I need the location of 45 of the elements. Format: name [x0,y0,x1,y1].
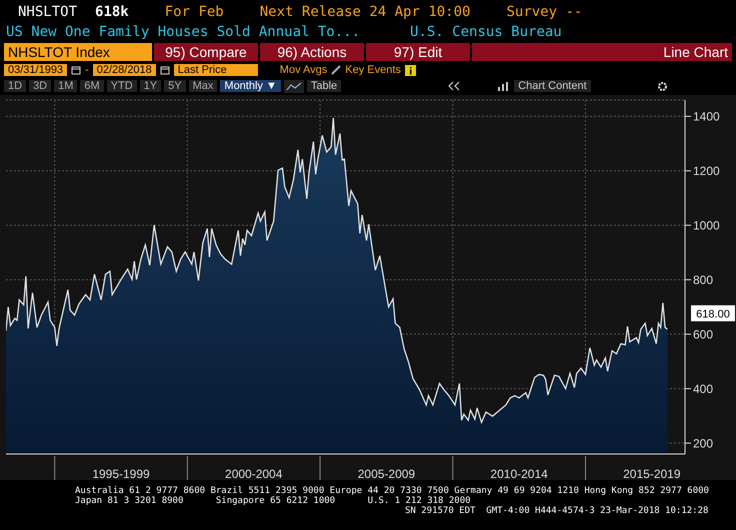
text: 02/28/2018 [92,64,156,76]
text: YTD [106,80,137,92]
x-tick-label: 2005-2009 [358,467,416,481]
text: Japan 81 3 3201 8900 Singapore 65 6212 1000 U.S. 1 212 318 2000 [75,496,472,506]
text: 96) Actions [260,43,364,61]
text: 1D [4,80,26,92]
text: Max [188,80,218,92]
text: Australia 61 2 9777 8600 Brazil 5511 2395 9000 Europe 44 20 7330 7500 Germany 49 69 9204 1210 Hong Kong 852 2977 6000 [75,486,709,496]
y-tick-label: 400 [693,382,714,396]
text: Line Chart [472,43,732,61]
text: 5Y [164,80,186,92]
x-tick-label: 2015-2019 [623,467,681,481]
y-tick-label: 1200 [693,164,720,178]
text: Last Price [174,64,258,76]
text: NHSLTOT Index [4,43,152,61]
x-tick-label: 2010-2014 [490,467,548,481]
text: 3D [29,80,52,92]
text: Table [306,80,342,92]
text: For Feb [164,4,224,20]
y-tick-label: 1400 [693,110,720,124]
text: 03/31/1993 [4,64,68,76]
text: Next Release 24 Apr 10:00 [260,4,470,20]
y-tick-label: 200 [693,436,714,450]
text: Key Events [345,64,401,76]
text: Mov Avgs [280,64,328,76]
text: - [85,64,89,76]
text: 95) Compare [154,43,258,61]
text: Monthly ▼ [220,80,281,92]
text: 97) Edit [366,43,470,61]
annotation: 618.00 [696,308,730,320]
text: SN 291570 EDT GMT-4:00 H444-4574-3 23-Mar-2018 10:12:28 [405,506,709,516]
x-tick-label: 2000-2004 [225,467,283,481]
x-tick-label: 1995-1999 [92,467,150,481]
text: Chart Content [514,80,591,92]
text: 618k [95,4,129,20]
y-tick-label: 800 [693,272,714,287]
text: 6M [80,80,104,92]
y-tick-label: 1000 [693,218,720,233]
y-tick-label: 600 [693,327,714,342]
text: U.S. Census Bureau [410,24,562,40]
text: NHSLTOT [18,4,78,20]
text: 1Y [140,80,162,92]
chart-title: US New One Family Houses Sold Annual To... [6,24,360,40]
text: 1M [54,80,78,92]
text: Survey -- [506,4,582,20]
